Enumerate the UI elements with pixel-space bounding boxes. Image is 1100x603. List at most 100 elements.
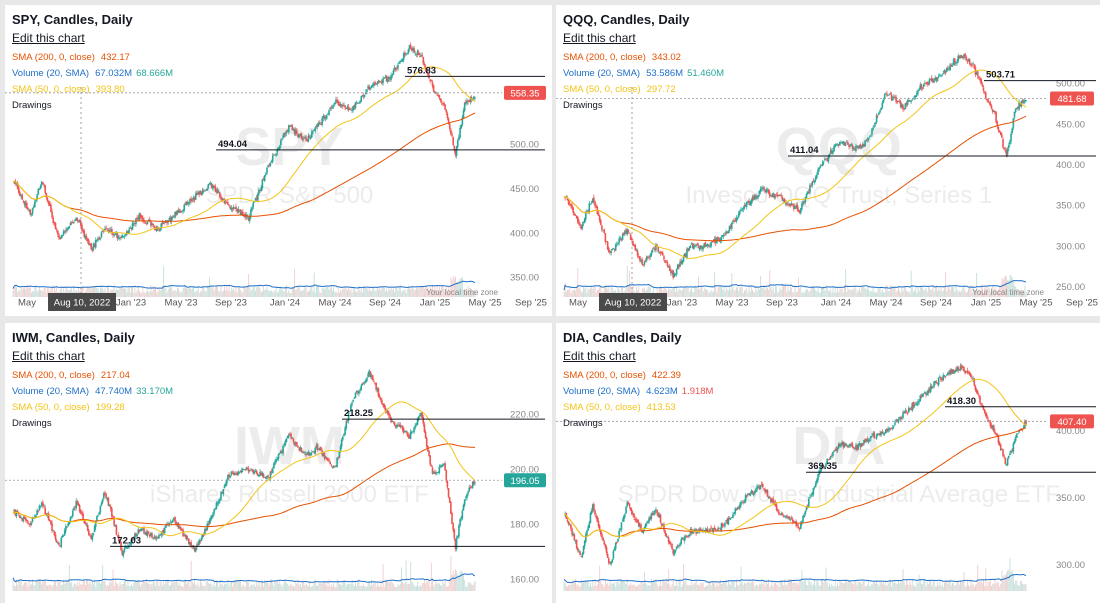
volume-bar	[858, 288, 860, 297]
edit-chart-link[interactable]: Edit this chart	[12, 31, 85, 45]
indicator-sma50[interactable]: SMA (50, 0, close) 393.80	[12, 82, 173, 98]
candle	[255, 195, 258, 203]
volume-bar	[804, 290, 806, 297]
candle-body	[976, 71, 979, 77]
volume-bar	[321, 288, 323, 297]
candle-body	[255, 197, 258, 200]
candle-body	[1006, 149, 1009, 155]
candle	[834, 143, 837, 148]
candle	[186, 200, 189, 205]
indicator-sma200[interactable]: SMA (200, 0, close) 217.04	[12, 368, 173, 384]
candle-body	[771, 195, 773, 197]
candle	[474, 96, 476, 101]
candle-body	[278, 453, 281, 455]
volume-bar	[395, 586, 397, 591]
candle	[130, 538, 133, 547]
volume-bar	[142, 579, 144, 591]
candle-body	[13, 181, 15, 183]
candle	[865, 139, 868, 142]
indicator-sma200[interactable]: SMA (200, 0, close) 343.02	[563, 50, 724, 66]
volume-bar	[366, 288, 368, 297]
volume-bar	[860, 292, 862, 297]
candle	[973, 63, 976, 70]
candle-body	[966, 61, 969, 63]
volume-bar	[136, 290, 138, 297]
candle	[1002, 137, 1004, 149]
candle	[167, 219, 169, 225]
chart-panel-spy[interactable]: SPY SPDR S&P 500 500.00 450.00 400.00 350.00 5…	[5, 5, 552, 316]
candle-body	[247, 468, 250, 472]
drawings-label[interactable]: Drawings	[563, 100, 603, 111]
indicator-label: SMA (200, 0, close)	[563, 52, 646, 63]
volume-bar	[935, 285, 937, 297]
volume-bar	[72, 586, 74, 591]
volume-bar	[233, 579, 235, 591]
drawings-label[interactable]: Drawings	[12, 418, 52, 429]
chart-panel-dia[interactable]: DIA SPDR Dow Jones Industrial Average ETF…	[556, 323, 1100, 603]
candle	[252, 469, 254, 476]
indicator-sma200[interactable]: SMA (200, 0, close) 432.17	[12, 50, 173, 66]
candle-body	[113, 234, 115, 236]
volume-bar	[298, 285, 300, 297]
candle	[354, 102, 357, 110]
candle-body	[91, 535, 94, 540]
indicator-volume[interactable]: Volume (20, SMA) 67.032M 68.666M	[12, 66, 173, 82]
candle-body	[579, 224, 581, 226]
candle-body	[466, 493, 468, 498]
volume-bar	[263, 586, 265, 591]
candle-body	[459, 128, 461, 138]
volume-bar	[127, 580, 129, 591]
candle-body	[300, 133, 303, 140]
indicator-volume[interactable]: Volume (20, SMA) 47.740M 33.170M	[12, 384, 173, 400]
candle	[150, 220, 152, 229]
candle-body	[583, 218, 586, 223]
chart-panel-qqq[interactable]: QQQ Invesco QQQ Trust, Series 1 500.00 450.…	[556, 5, 1100, 316]
candle	[421, 412, 423, 419]
drawings-label[interactable]: Drawings	[12, 100, 52, 111]
volume-bar	[221, 291, 223, 297]
candle	[67, 226, 69, 231]
volume-bar	[104, 288, 106, 297]
candle	[377, 79, 380, 84]
volume-bar	[833, 292, 835, 297]
candle-body	[269, 471, 272, 479]
candle	[113, 516, 115, 528]
candle-body	[328, 110, 330, 115]
volume-bar	[433, 586, 435, 591]
chart-panel-iwm[interactable]: IWM iShares Russell 2000 ETF 220.00 200.00 1…	[5, 323, 552, 603]
volume-bar	[337, 287, 339, 297]
candle	[432, 471, 435, 475]
candle-body	[456, 536, 459, 538]
candle-body	[895, 97, 897, 102]
candle-body	[279, 140, 282, 146]
candle-body	[407, 49, 410, 54]
candle-body	[278, 146, 281, 150]
candle	[239, 469, 242, 473]
candle-body	[611, 248, 614, 251]
candle-body	[329, 107, 331, 110]
candle	[999, 131, 1002, 136]
candle	[305, 134, 307, 142]
volume-bar	[468, 582, 470, 591]
candle	[446, 111, 449, 121]
candle	[183, 532, 186, 537]
indicator-sma50[interactable]: SMA (50, 0, close) 199.28	[12, 400, 173, 416]
indicator-volume[interactable]: Volume (20, SMA) 53.586M 51.460M	[563, 66, 724, 82]
candle	[1013, 111, 1016, 120]
indicator-sma50[interactable]: SMA (50, 0, close) 297.72	[563, 82, 724, 98]
candle	[634, 243, 637, 251]
edit-chart-link[interactable]: Edit this chart	[12, 349, 85, 363]
volume-bar	[57, 579, 59, 591]
volume-bar	[12, 290, 14, 297]
candle	[422, 56, 425, 66]
candle	[274, 154, 276, 156]
candle	[1022, 98, 1025, 105]
candle	[332, 103, 335, 109]
edit-chart-link[interactable]: Edit this chart	[563, 31, 636, 45]
candle	[157, 536, 159, 540]
candle	[224, 481, 227, 487]
